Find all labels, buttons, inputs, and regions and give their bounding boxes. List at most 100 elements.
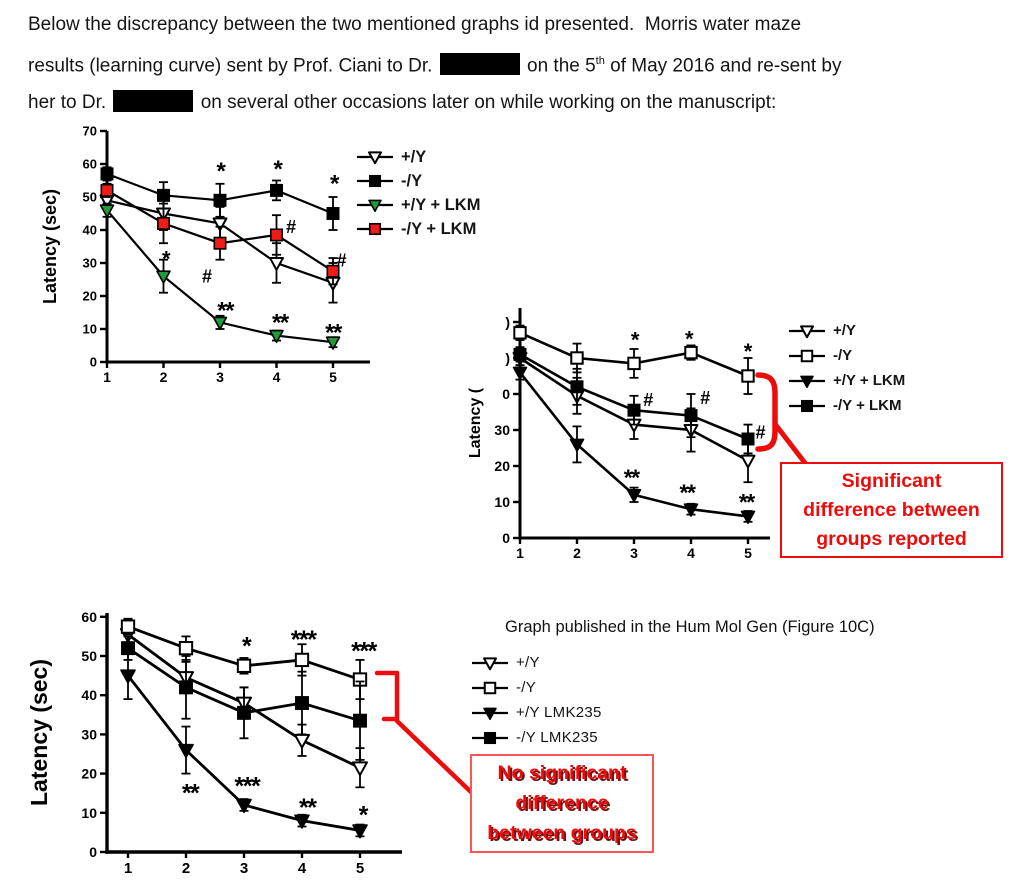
svg-text:#: # <box>286 217 296 237</box>
square-legend-glyph <box>789 399 825 412</box>
callout-line: difference <box>515 792 609 814</box>
svg-text:20: 20 <box>83 289 97 304</box>
svg-text:4: 4 <box>687 545 695 561</box>
significant-difference-callout: Significant difference between groups re… <box>780 462 1003 558</box>
series-+/Y + LKM <box>99 202 341 350</box>
series--/Y + LKM <box>513 346 755 455</box>
legend-item: -/Y + LKM <box>788 393 905 418</box>
svg-text:60: 60 <box>81 609 97 625</box>
legend-label: +/Y + LKM <box>833 372 906 389</box>
intro-paragraph-line: results (learning curve) sent by Prof. C… <box>28 53 842 77</box>
annotations: * **# ##**** ** <box>624 326 766 515</box>
chart-resent-legend: +/Y -/Y +/Y + LKM -/Y + LKM <box>788 318 905 418</box>
svg-text:): ) <box>505 350 510 366</box>
legend-label: +/Y <box>833 322 856 339</box>
legend-label: +/Y + LKM <box>401 195 481 214</box>
redaction-box <box>113 90 194 113</box>
square-bracket-shape <box>374 670 400 722</box>
svg-text:): ) <box>505 314 510 330</box>
svg-text:30: 30 <box>81 726 97 742</box>
svg-text:70: 70 <box>83 124 97 139</box>
svg-text:20: 20 <box>81 766 97 782</box>
svg-text:60: 60 <box>83 157 97 172</box>
svg-text:#: # <box>756 422 766 442</box>
svg-text:2: 2 <box>573 545 581 561</box>
svg-text:3: 3 <box>216 369 224 385</box>
legend-item: +/Y <box>356 145 480 169</box>
leader-line <box>772 421 808 466</box>
legend-item: +/Y + LKM <box>788 368 905 393</box>
legend-label: +/Y LMK235 <box>516 704 602 721</box>
series-+/Y + LKM <box>512 364 756 524</box>
legend-label: -/Y <box>833 347 853 364</box>
svg-text:50: 50 <box>81 648 97 664</box>
svg-text:1: 1 <box>124 860 132 877</box>
svg-text:**: ** <box>182 779 200 807</box>
svg-text:4: 4 <box>273 369 281 385</box>
legend-label: -/Y <box>516 679 537 696</box>
svg-text:*: * <box>216 158 226 185</box>
svg-text:10: 10 <box>83 322 97 337</box>
svg-text:30: 30 <box>83 256 97 271</box>
figure-caption: Graph published in the Hum Mol Gen (Figu… <box>505 618 875 636</box>
svg-text:0: 0 <box>502 530 510 546</box>
series-+/Y LMK235 <box>120 651 368 839</box>
intro-paragraph: Below the discrepancy between the two me… <box>28 6 1003 121</box>
redaction-box <box>439 53 520 76</box>
triangle-down-legend-glyph <box>357 199 393 213</box>
no-significance-bracket <box>374 670 475 796</box>
svg-text:10: 10 <box>494 494 510 510</box>
y-axis-label: Latency ( <box>467 387 484 458</box>
svg-text:50: 50 <box>83 190 97 205</box>
legend-label: -/Y + LKM <box>833 397 902 414</box>
svg-text:**: ** <box>680 479 696 505</box>
svg-text:5: 5 <box>329 369 337 385</box>
svg-text:**: ** <box>272 310 290 337</box>
svg-text:5: 5 <box>744 545 752 561</box>
significant-bracket <box>755 372 808 466</box>
legend-label: -/Y LMK235 <box>516 729 598 746</box>
triangle-down-legend-glyph <box>472 656 508 670</box>
curly-bracket-shape <box>755 372 778 452</box>
chart-sent-legend: +/Y -/Y +/Y + LKM -/Y + LKM <box>356 145 480 241</box>
svg-text:*: * <box>242 632 252 660</box>
svg-text:1: 1 <box>103 369 111 385</box>
svg-text:**: ** <box>217 297 235 324</box>
svg-text:0: 0 <box>502 386 510 402</box>
no-significant-difference-callout: No significant difference between groups <box>470 754 654 853</box>
square-legend-glyph <box>357 174 393 188</box>
annotations: * *** ***** ***** * <box>182 626 379 829</box>
legend-label: +/Y <box>516 654 540 671</box>
legend-item: -/Y <box>788 343 905 368</box>
series--/Y + LKM <box>100 182 340 286</box>
svg-text:*: * <box>631 328 640 353</box>
svg-text:*: * <box>274 156 284 183</box>
svg-text:40: 40 <box>83 223 97 238</box>
svg-text:**: ** <box>739 489 755 515</box>
svg-text:**: ** <box>325 319 343 346</box>
svg-text:4: 4 <box>298 860 307 877</box>
square-legend-glyph <box>472 681 508 694</box>
legend-label: -/Y <box>401 171 423 190</box>
square-legend-glyph <box>789 349 825 362</box>
svg-text:*: * <box>359 801 369 829</box>
callout-line: No significant <box>497 762 627 784</box>
intro-paragraph-line: her to Dr. on several other occasions la… <box>28 90 777 114</box>
svg-text:3: 3 <box>630 545 638 561</box>
y-axis-label: Latency (sec) <box>40 189 60 304</box>
svg-text:30: 30 <box>494 422 510 438</box>
legend-item: -/Y LMK235 <box>471 725 602 750</box>
chart-published-legend: +/Y -/Y +/Y LMK235 -/Y LMK235 <box>471 650 602 750</box>
legend-label: -/Y + LKM <box>401 219 477 238</box>
legend-item: +/Y LMK235 <box>471 700 602 725</box>
legend-item: +/Y <box>471 650 602 675</box>
axes: 0 10 20 30 40 50 60 1 2 3 4 5 Latency (sec) <box>26 609 402 877</box>
svg-text:#: # <box>643 390 653 410</box>
svg-text:***: *** <box>235 772 261 800</box>
triangle-down-legend-glyph <box>789 324 825 338</box>
series--/Y <box>100 166 340 231</box>
callout-line: between groups <box>487 822 637 844</box>
